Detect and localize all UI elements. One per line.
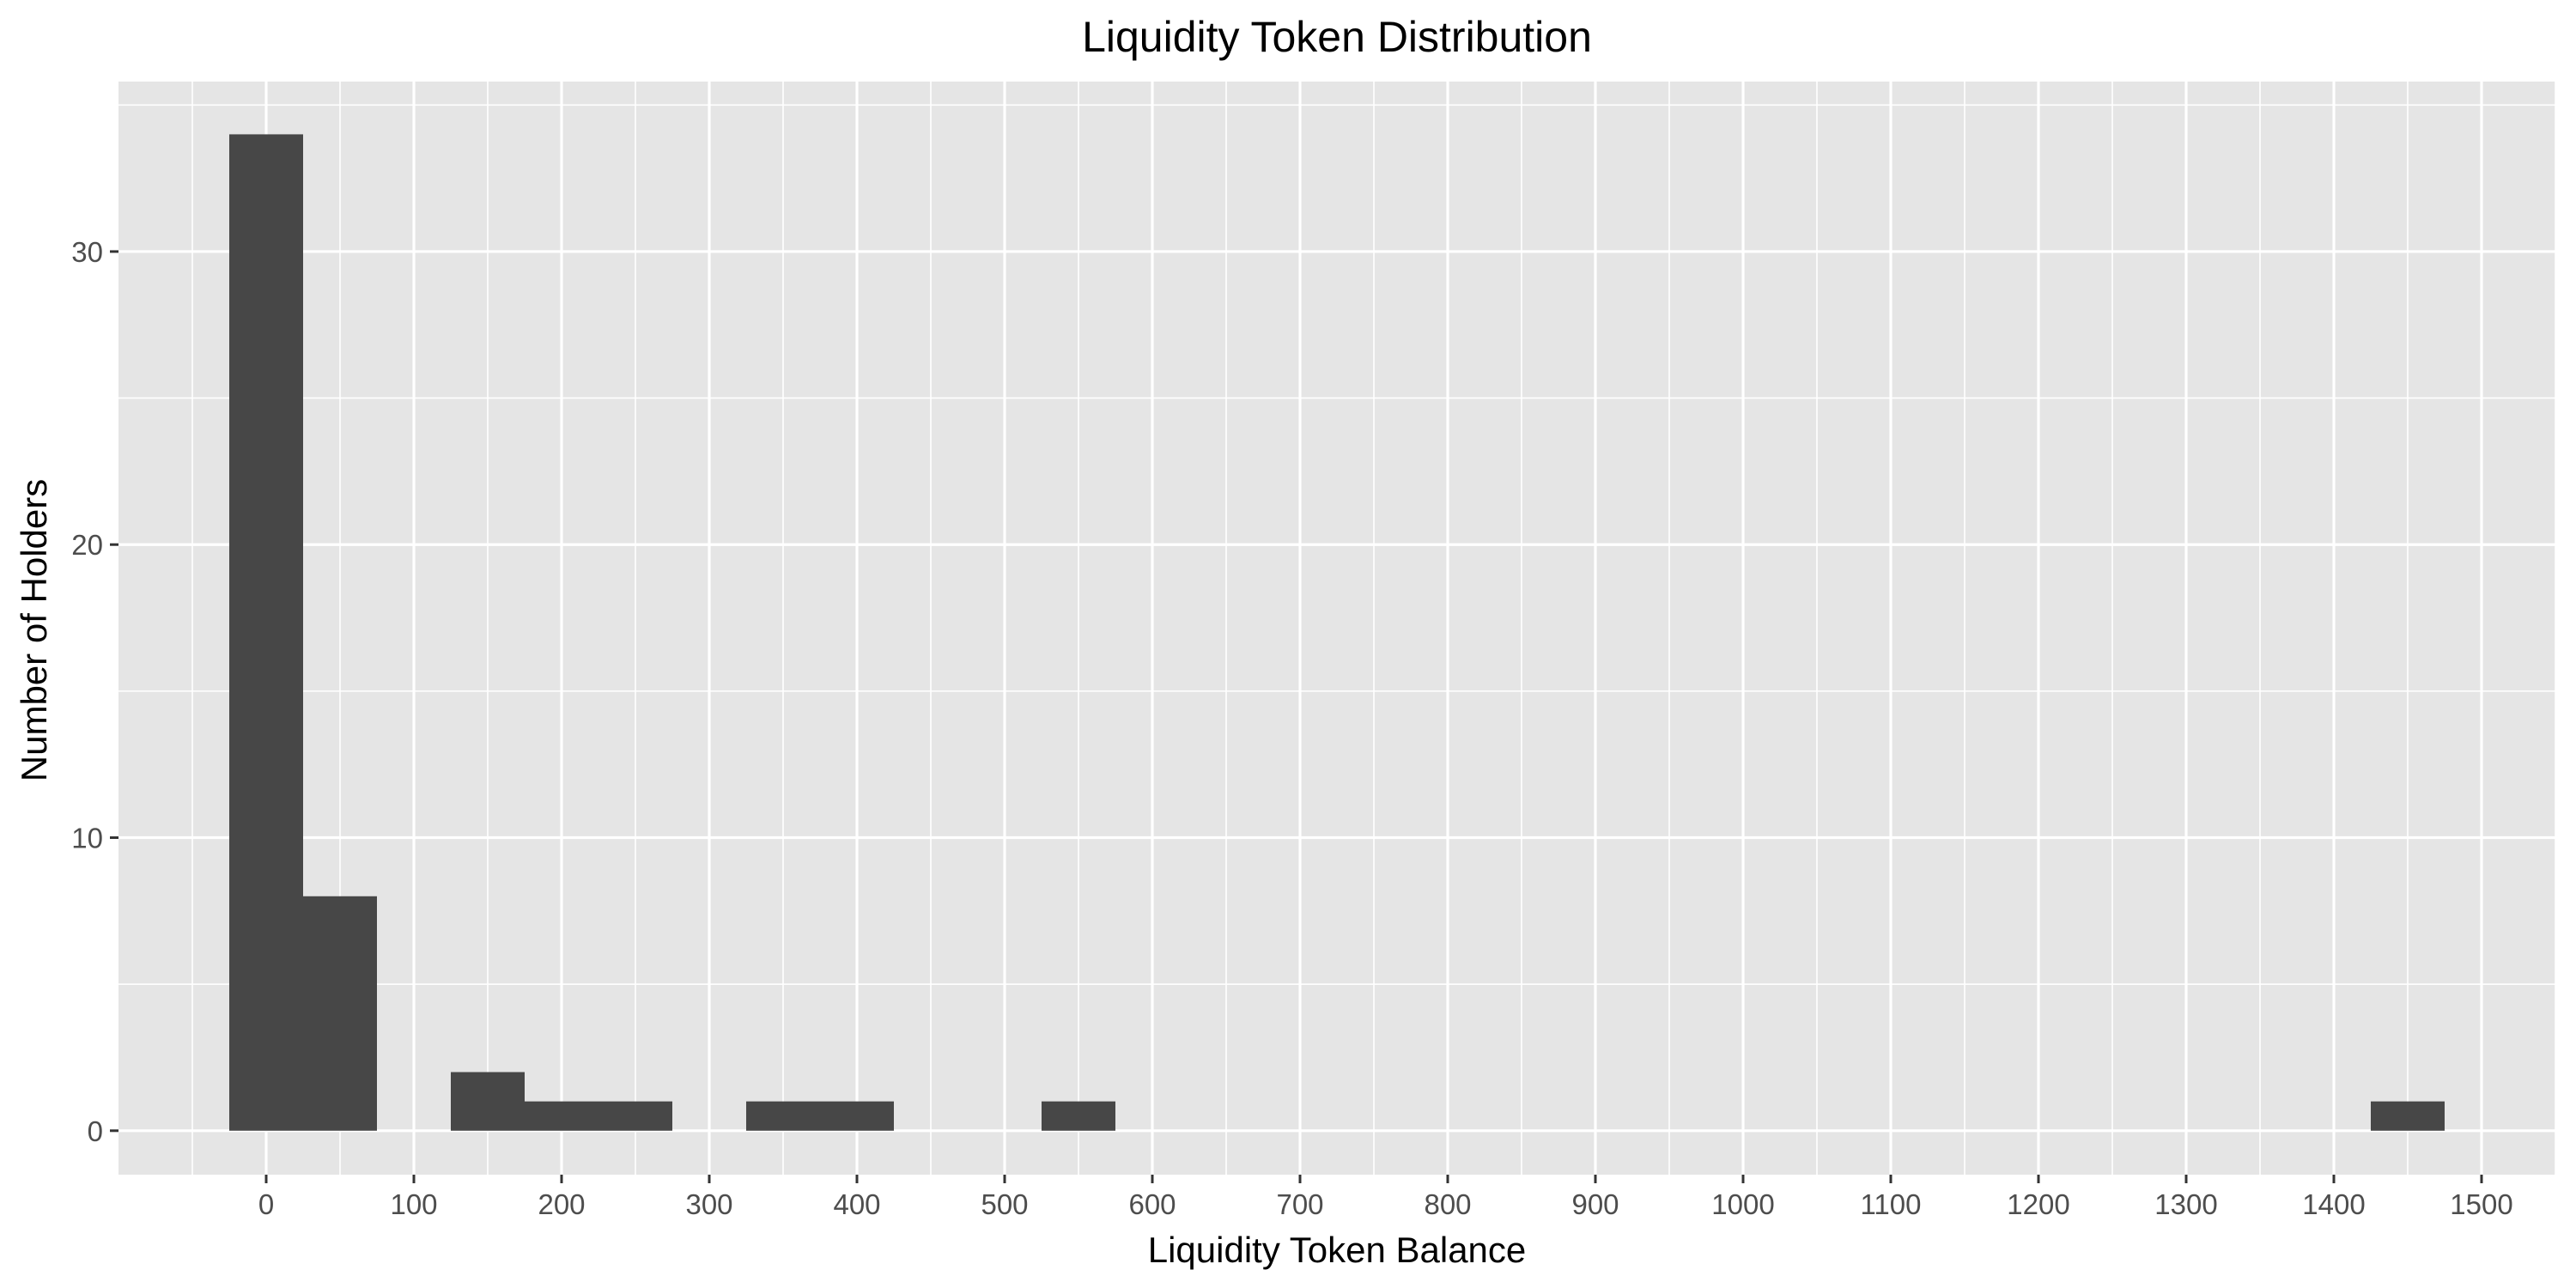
histogram-bar <box>746 1101 820 1131</box>
x-tick-label: 500 <box>981 1188 1028 1220</box>
x-tick-label: 800 <box>1424 1188 1471 1220</box>
histogram-bar <box>1042 1101 1115 1131</box>
x-tick-label: 1400 <box>2302 1188 2365 1220</box>
x-tick-label: 0 <box>258 1188 274 1220</box>
x-tick-label: 1000 <box>1711 1188 1774 1220</box>
x-tick-label: 400 <box>833 1188 880 1220</box>
y-axis-title: Number of Holders <box>14 479 54 781</box>
histogram-bar <box>451 1072 525 1131</box>
histogram-bar <box>525 1101 598 1131</box>
histogram-bar <box>303 896 377 1131</box>
x-tick-label: 300 <box>685 1188 732 1220</box>
x-tick-label: 200 <box>538 1188 585 1220</box>
histogram-bar <box>598 1101 672 1131</box>
chart-title: Liquidity Token Distribution <box>1082 13 1592 61</box>
axes: 0 100 200 300 400 500 600 700 800 900 1000 1100 1200… <box>71 236 2512 1220</box>
x-tick-label: 1300 <box>2154 1188 2217 1220</box>
y-tick-label: 10 <box>71 823 103 854</box>
histogram-bar <box>2371 1101 2445 1131</box>
y-tick-label: 30 <box>71 236 103 268</box>
x-tick-label: 600 <box>1128 1188 1176 1220</box>
histogram-bar <box>229 134 303 1131</box>
x-tick-label: 1200 <box>2007 1188 2069 1220</box>
x-tick-label: 900 <box>1571 1188 1619 1220</box>
histogram-bars <box>229 134 2445 1131</box>
x-tick-label: 1100 <box>1861 1188 1922 1220</box>
y-tick-label: 0 <box>88 1115 103 1147</box>
plot-panel <box>118 82 2555 1175</box>
x-tick-label: 100 <box>390 1188 437 1220</box>
x-axis-title: Liquidity Token Balance <box>1148 1230 1527 1270</box>
y-tick-label: 20 <box>71 529 103 561</box>
x-tick-label: 700 <box>1276 1188 1323 1220</box>
x-tick-label: 1500 <box>2450 1188 2512 1220</box>
histogram-bar <box>820 1101 894 1131</box>
